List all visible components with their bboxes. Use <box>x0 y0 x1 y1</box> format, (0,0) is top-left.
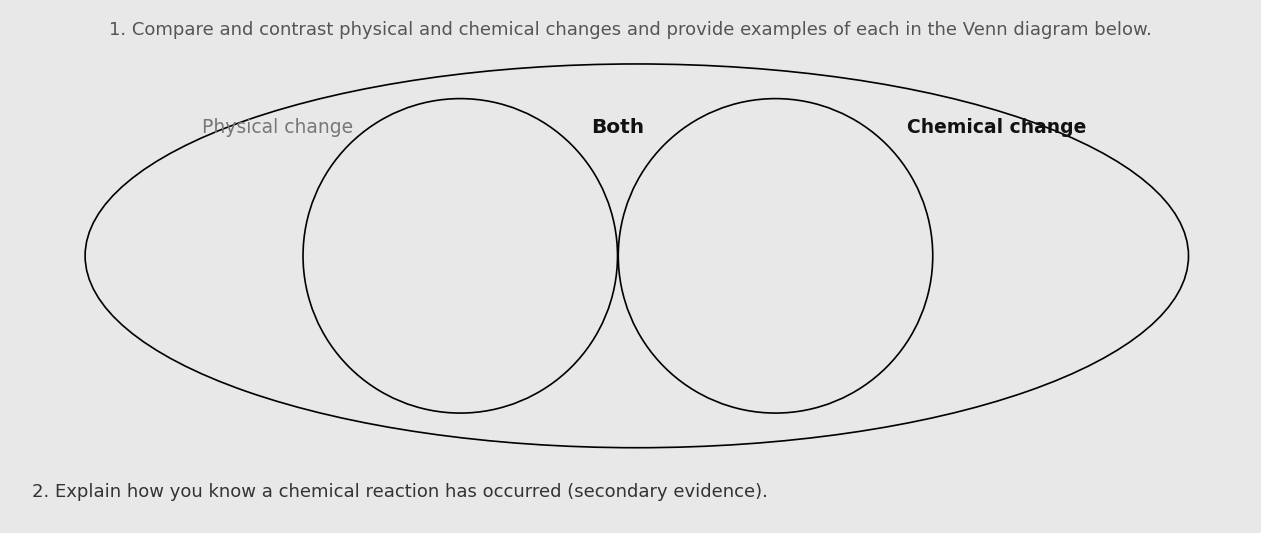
Text: Chemical change: Chemical change <box>907 118 1086 138</box>
Text: Physical change: Physical change <box>202 118 353 138</box>
Text: 2. Explain how you know a chemical reaction has occurred (secondary evidence).: 2. Explain how you know a chemical react… <box>32 483 768 501</box>
Text: 1. Compare and contrast physical and chemical changes and provide examples of ea: 1. Compare and contrast physical and che… <box>108 21 1153 39</box>
Text: Both: Both <box>591 118 644 138</box>
